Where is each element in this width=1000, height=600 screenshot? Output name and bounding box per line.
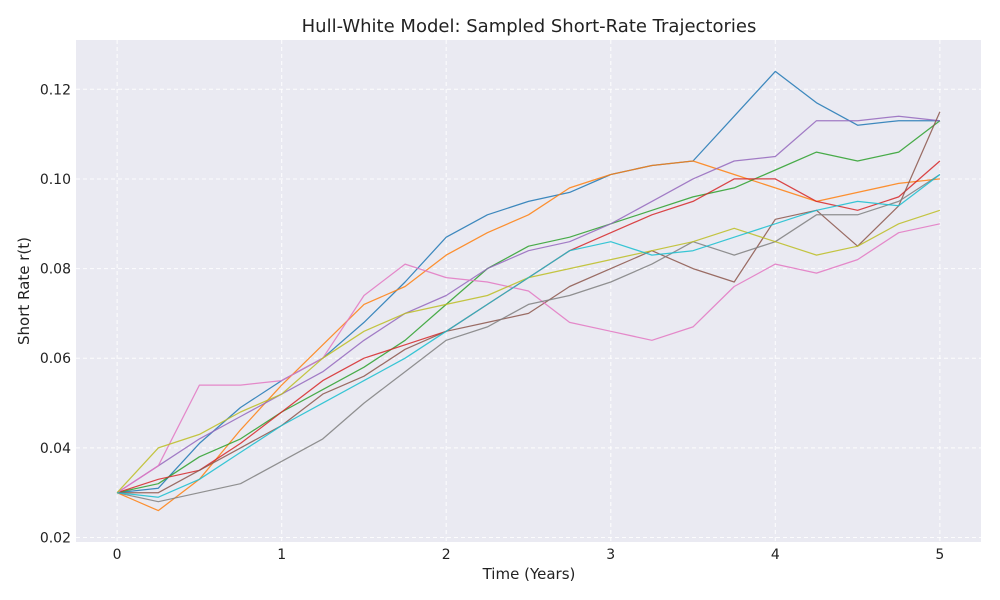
chart-title: Hull-White Model: Sampled Short-Rate Tra… — [302, 16, 757, 37]
series-line-5 — [116, 115, 940, 494]
x-tick-labels: 0 1 2 3 4 5 — [113, 547, 945, 563]
y-tick-label: 0.02 — [40, 531, 71, 547]
x-tick-label: 3 — [606, 547, 615, 563]
series-line-7 — [116, 223, 941, 494]
series-layer — [116, 70, 941, 512]
x-tick-label: 4 — [771, 547, 780, 563]
x-tick-label: 5 — [935, 547, 944, 563]
x-tick-label: 2 — [442, 547, 451, 563]
series-line-3 — [116, 120, 941, 494]
x-tick-label: 0 — [113, 547, 122, 563]
grid-layer — [76, 40, 981, 542]
y-tick-label: 0.12 — [40, 82, 71, 98]
y-tick-labels: 0.02 0.04 0.06 0.08 0.10 0.12 — [40, 82, 71, 546]
series-line-2 — [116, 160, 940, 512]
y-tick-label: 0.10 — [40, 172, 71, 188]
series-line-6 — [117, 111, 941, 494]
y-tick-label: 0.08 — [40, 262, 71, 278]
series-line-8 — [116, 173, 941, 503]
x-axis-label: Time (Years) — [482, 565, 576, 583]
series-line-1 — [117, 70, 940, 494]
series-line-10 — [117, 174, 941, 498]
y-tick-label: 0.06 — [40, 351, 71, 367]
y-axis-label: Short Rate r(t) — [15, 237, 33, 345]
y-tick-label: 0.04 — [40, 441, 71, 457]
x-tick-label: 1 — [277, 547, 286, 563]
